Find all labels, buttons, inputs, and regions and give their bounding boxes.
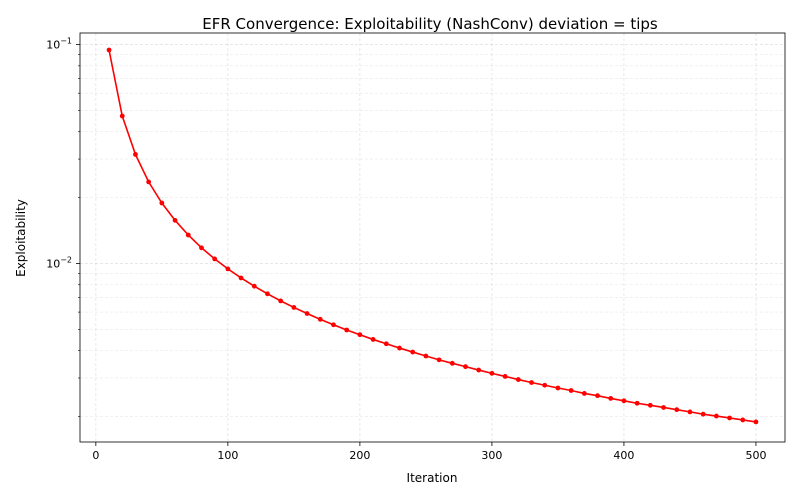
data-point xyxy=(133,152,138,157)
data-point xyxy=(265,291,270,297)
data-point xyxy=(476,367,482,373)
data-point xyxy=(370,337,376,342)
data-point xyxy=(159,200,165,206)
data-point xyxy=(634,400,640,406)
y-tick-label: 10−1 xyxy=(46,37,72,52)
data-point xyxy=(529,380,534,385)
data-point xyxy=(489,370,495,376)
chart-title: EFR Convergence: Exploitability (NashCon… xyxy=(202,15,658,33)
data-point xyxy=(397,345,402,351)
data-point xyxy=(212,256,218,262)
data-point xyxy=(753,419,759,425)
grid xyxy=(80,33,785,442)
data-point xyxy=(621,398,627,404)
data-point xyxy=(185,232,191,238)
plot-frame xyxy=(79,32,786,443)
data-point xyxy=(357,332,363,338)
data-point xyxy=(568,388,574,393)
data-point xyxy=(700,411,706,417)
data-point xyxy=(463,364,468,370)
y-axis: 10−2 10−1 xyxy=(46,37,80,417)
data-point xyxy=(436,357,442,363)
data-point xyxy=(317,316,323,322)
data-point xyxy=(225,266,231,272)
data-point xyxy=(251,283,257,289)
x-tick-label: 100 xyxy=(217,449,238,462)
x-axis-label: Iteration xyxy=(407,471,458,485)
data-point xyxy=(687,409,693,415)
data-point xyxy=(608,396,614,401)
data-point xyxy=(119,113,125,119)
data-point xyxy=(515,377,521,382)
data-point xyxy=(555,385,561,391)
x-tick-label: 0 xyxy=(92,449,99,462)
data-point xyxy=(713,413,719,419)
data-point xyxy=(291,305,297,310)
data-point xyxy=(344,327,350,333)
x-axis: 0 100 200 300 400 500 xyxy=(92,442,766,462)
data-point xyxy=(674,407,680,413)
data-point xyxy=(383,341,389,347)
y-tick-label: 10−2 xyxy=(46,256,72,271)
data-point xyxy=(661,405,666,410)
data-point xyxy=(595,393,600,399)
data-point xyxy=(502,374,508,379)
data-point xyxy=(647,402,653,408)
x-tick-label: 200 xyxy=(349,449,370,462)
x-tick-label: 400 xyxy=(613,449,634,462)
series-layer xyxy=(106,47,759,425)
data-point xyxy=(423,353,429,359)
data-point xyxy=(449,360,455,366)
y-axis-label: Exploitability xyxy=(14,199,28,277)
data-point xyxy=(542,382,548,388)
data-point xyxy=(304,311,310,316)
data-point xyxy=(106,47,112,53)
data-point xyxy=(146,179,152,185)
data-point xyxy=(278,298,284,304)
data-point xyxy=(238,275,244,281)
data-point xyxy=(410,349,416,355)
data-point xyxy=(727,415,732,421)
x-tick-label: 500 xyxy=(745,449,766,462)
data-point xyxy=(199,245,204,251)
data-point xyxy=(172,217,178,223)
data-point xyxy=(331,322,336,328)
x-tick-label: 300 xyxy=(481,449,502,462)
data-point xyxy=(581,391,587,396)
data-point xyxy=(740,417,746,423)
